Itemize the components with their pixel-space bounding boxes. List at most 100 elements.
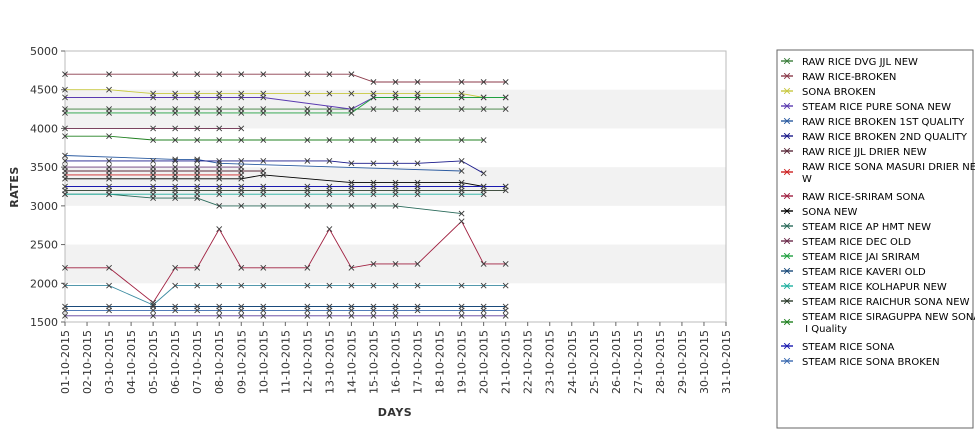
data-point — [392, 79, 399, 85]
data-point — [106, 307, 112, 314]
legend-item: STEAM RICE KOLHAPUR NEW — [781, 282, 947, 293]
data-point — [370, 79, 377, 85]
data-point — [216, 71, 223, 78]
data-point — [502, 312, 509, 319]
data-point — [238, 175, 245, 182]
data-point — [326, 183, 333, 190]
data-point — [194, 158, 201, 164]
data-point — [216, 202, 223, 209]
data-point — [414, 282, 421, 289]
legend-marker — [783, 282, 791, 290]
data-point — [260, 137, 267, 143]
legend-label: STEAM RICE KOLHAPUR NEW — [802, 282, 947, 293]
legend-label: STEAM RICE SIRAGUPPA NEW SONA I Quality — [802, 312, 975, 335]
data-point — [392, 183, 399, 190]
data-point — [106, 175, 112, 182]
legend-marker — [783, 237, 791, 245]
data-point — [304, 110, 311, 116]
data-point — [194, 125, 201, 132]
data-point — [502, 307, 509, 314]
data-point — [260, 202, 267, 209]
legend-marker — [783, 168, 791, 176]
data-point — [238, 125, 245, 132]
data-point — [458, 210, 465, 217]
x-tick-label: 09-10-2015 — [235, 330, 248, 394]
legend-label: STEAM RICE DEC OLD — [802, 237, 911, 248]
data-point — [238, 183, 245, 190]
x-tick-label: 27-10-2015 — [632, 330, 645, 394]
data-point — [348, 312, 355, 319]
data-point — [62, 133, 68, 140]
data-point — [216, 282, 223, 289]
y-tick-label: 4000 — [30, 122, 58, 135]
legend-item: STEAM RICE SONA BROKEN — [781, 357, 940, 368]
data-point — [62, 71, 68, 78]
data-point — [260, 282, 267, 289]
data-point — [260, 94, 267, 101]
legend-item: RAW RICE-BROKEN — [781, 72, 896, 83]
y-tick-label: 4500 — [30, 84, 58, 97]
data-point — [172, 264, 179, 271]
data-point — [304, 90, 311, 97]
legend-marker — [783, 147, 791, 155]
data-point — [62, 164, 68, 171]
x-tick-label: 03-10-2015 — [103, 330, 116, 394]
data-point — [62, 158, 68, 164]
data-point — [370, 307, 377, 314]
data-point — [106, 158, 112, 164]
data-point — [480, 183, 487, 190]
data-point — [150, 164, 157, 171]
data-point — [348, 160, 355, 167]
x-tick-label: 08-10-2015 — [213, 330, 226, 394]
data-point — [150, 137, 157, 143]
legend-box — [776, 49, 974, 429]
legend-item: RAW RICE BROKEN 1ST QUALITY — [781, 117, 965, 128]
data-point — [458, 307, 465, 314]
data-point — [172, 71, 179, 78]
legend-item: STEAM RICE KAVERI OLD — [781, 267, 926, 278]
data-point — [348, 282, 355, 289]
data-point — [216, 137, 223, 143]
data-point — [106, 86, 112, 93]
y-tick-label: 2500 — [30, 239, 58, 252]
data-point — [150, 110, 157, 116]
data-point — [172, 164, 179, 171]
series-1 — [62, 71, 509, 85]
series-18 — [62, 307, 509, 314]
data-point — [172, 137, 179, 143]
legend-label: STEAM RICE RAICHUR SONA NEW — [802, 297, 970, 308]
data-point — [480, 94, 487, 101]
data-point — [106, 282, 112, 289]
series-0 — [62, 106, 509, 112]
data-point — [172, 158, 179, 164]
data-point — [62, 94, 68, 101]
data-point — [480, 137, 487, 143]
legend-marker — [783, 267, 791, 275]
series-12 — [62, 94, 509, 116]
data-point — [194, 175, 201, 182]
series-13 — [62, 303, 509, 310]
data-point — [106, 164, 112, 171]
legend-marker — [783, 102, 791, 110]
legend-label: RAW RICE-SRIRAM SONA — [802, 192, 925, 203]
legend-item: STEAM RICE AP HMT NEW — [781, 222, 931, 233]
legend-marker — [783, 252, 791, 260]
x-tick-label: 01-10-2015 — [59, 330, 72, 394]
data-point — [172, 125, 179, 132]
legend-marker — [783, 132, 791, 140]
data-point — [326, 158, 333, 164]
data-point — [480, 261, 487, 267]
data-point — [106, 264, 112, 271]
data-point — [150, 307, 157, 314]
data-point — [326, 110, 333, 116]
data-point — [414, 183, 421, 190]
data-point — [304, 202, 311, 209]
y-tick-label: 3000 — [30, 200, 58, 213]
data-point — [150, 312, 157, 319]
data-point — [370, 282, 377, 289]
data-point — [480, 106, 487, 112]
series-line — [65, 73, 506, 83]
series-line — [65, 160, 484, 174]
data-point — [238, 137, 245, 143]
legend-item: RAW RICE SONA MASURI DRIER NE W — [781, 162, 975, 185]
